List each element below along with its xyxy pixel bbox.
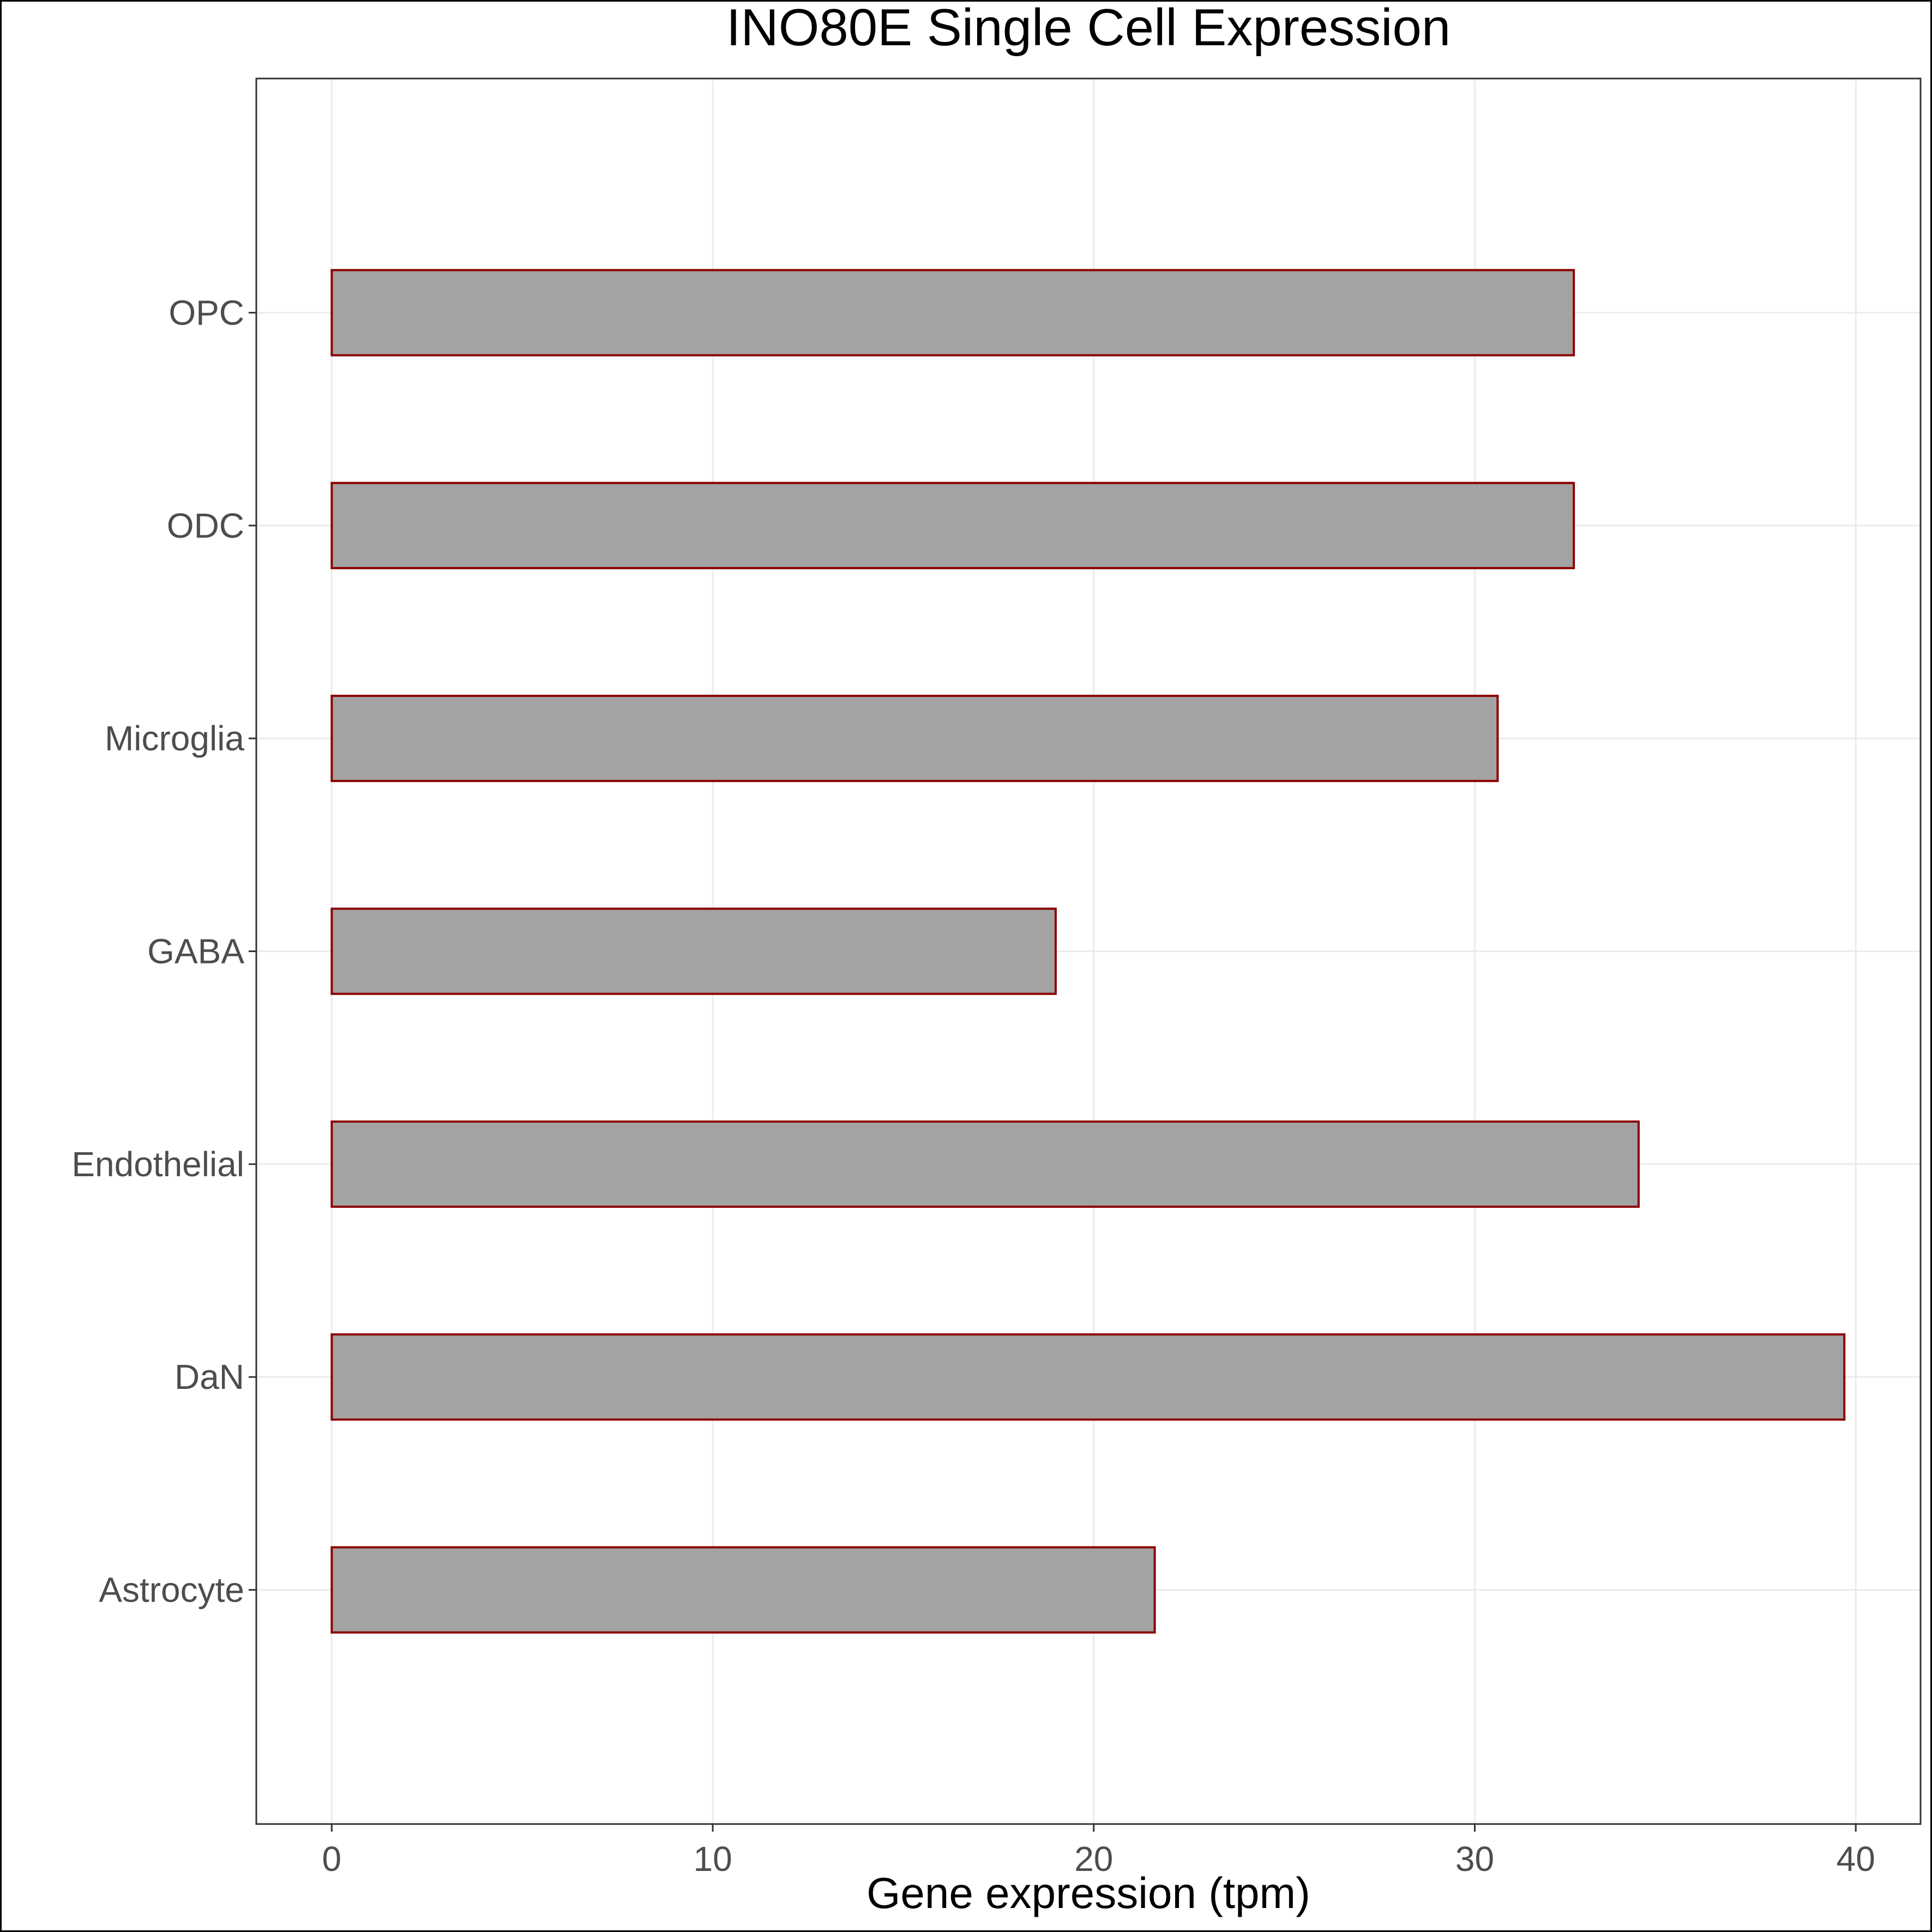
y-tick-label: Endothelial xyxy=(71,1145,244,1184)
bar xyxy=(330,1333,1846,1421)
x-tick-label: 20 xyxy=(1074,1839,1113,1879)
x-axis: 0 10 20 30 40 xyxy=(322,1824,1875,1879)
y-tick-label: DaN xyxy=(174,1357,244,1397)
x-axis-title: Gene expression (tpm) xyxy=(866,1869,1310,1917)
bar xyxy=(330,1546,1156,1634)
x-tick-label: 10 xyxy=(693,1839,732,1879)
bar xyxy=(330,1120,1640,1208)
bar xyxy=(330,907,1057,995)
x-tick-label: 40 xyxy=(1837,1839,1875,1879)
bar xyxy=(330,482,1575,569)
y-tick-label: OPC xyxy=(168,293,244,332)
y-axis: Astrocyte DaN Endothelial GABA Microglia ODC O… xyxy=(71,293,256,1610)
y-tick-label: GABA xyxy=(147,932,244,971)
x-tick-label: 30 xyxy=(1455,1839,1494,1879)
bar xyxy=(330,695,1499,783)
x-tick-label: 0 xyxy=(322,1839,342,1879)
bar xyxy=(330,269,1575,357)
y-tick-label: Microglia xyxy=(105,719,244,758)
y-tick-label: Astrocyte xyxy=(99,1570,244,1610)
chart-title: INO80E Single Cell Expression xyxy=(726,2,1451,57)
bars xyxy=(330,269,1846,1634)
y-tick-label: ODC xyxy=(167,506,244,545)
